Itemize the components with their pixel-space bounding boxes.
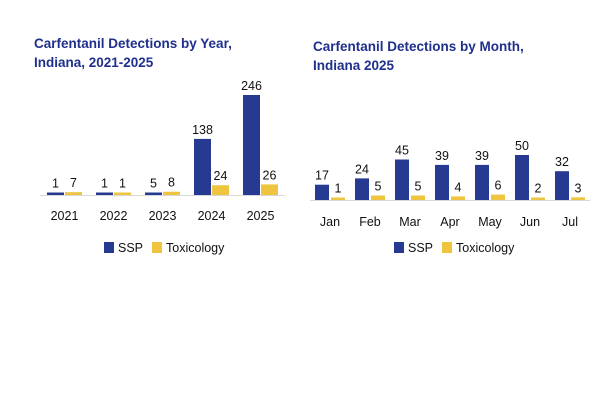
bar-ssp [355, 178, 369, 200]
bar-ssp [555, 171, 569, 200]
data-label: 1 [119, 177, 126, 191]
bar-toxicology [65, 192, 82, 195]
bar-ssp [515, 155, 529, 200]
data-label: 24 [214, 169, 228, 183]
data-label: 26 [263, 168, 277, 182]
data-label: 24 [355, 162, 369, 176]
chart-title-line: Carfentanil Detections by Year, [34, 36, 232, 51]
data-label: 2 [535, 182, 542, 196]
data-label: 32 [555, 155, 569, 169]
chart-title-line: Carfentanil Detections by Month, [313, 39, 524, 54]
x-tick-label: 2025 [247, 209, 275, 223]
bar-ssp [315, 184, 329, 200]
x-tick-label: 2024 [198, 209, 226, 223]
chart-title-line: Indiana 2025 [313, 58, 395, 73]
bar-toxicology [531, 197, 545, 200]
legend-swatch-toxicology [152, 242, 163, 253]
legend-label: SSP [118, 241, 143, 255]
x-tick-label: Jun [520, 215, 540, 229]
legend-label: Toxicology [456, 241, 515, 255]
data-label: 246 [241, 79, 262, 93]
bar-toxicology [411, 195, 425, 200]
x-tick-label: Apr [440, 215, 459, 229]
x-tick-label: Mar [399, 215, 421, 229]
chart-title-line: Indiana, 2021-2025 [34, 55, 154, 70]
bar-ssp [243, 95, 260, 195]
data-label: 45 [395, 144, 409, 158]
data-label: 39 [475, 149, 489, 163]
chart-title-by-year: Carfentanil Detections by Year, Indiana,… [34, 34, 274, 72]
data-label: 17 [315, 169, 329, 183]
data-label: 5 [375, 180, 382, 194]
bar-toxicology [331, 197, 345, 200]
bar-toxicology [371, 195, 385, 200]
legend-label: SSP [408, 241, 433, 255]
bar-toxicology [261, 184, 278, 195]
legend-swatch-ssp [104, 242, 114, 253]
bar-toxicology [114, 192, 131, 195]
data-label: 1 [335, 182, 342, 196]
bar-ssp [194, 138, 211, 195]
data-label: 5 [150, 177, 157, 191]
bar-ssp [96, 192, 113, 195]
bar-ssp [475, 164, 489, 200]
data-label: 50 [515, 139, 529, 153]
data-label: 1 [101, 177, 108, 191]
data-label: 7 [70, 176, 77, 190]
bar-toxicology [571, 197, 585, 200]
data-label: 3 [575, 181, 582, 195]
data-label: 138 [192, 123, 213, 137]
x-tick-label: 2021 [51, 209, 79, 223]
x-tick-label: Jul [562, 215, 578, 229]
bar-toxicology [451, 196, 465, 200]
x-tick-label: Feb [359, 215, 381, 229]
x-tick-label: May [478, 215, 502, 229]
data-label: 6 [495, 179, 502, 193]
x-tick-label: 2022 [100, 209, 128, 223]
bar-ssp [145, 192, 162, 195]
data-label: 1 [52, 177, 59, 191]
bar-ssp [395, 159, 409, 200]
data-label: 39 [435, 149, 449, 163]
x-tick-label: 2023 [149, 209, 177, 223]
legend-label: Toxicology [166, 241, 225, 255]
chart-title-by-month: Carfentanil Detections by Month, Indiana… [313, 37, 573, 75]
legend-swatch-ssp [394, 242, 404, 253]
bar-toxicology [212, 185, 229, 195]
x-tick-label: Jan [320, 215, 340, 229]
bar-toxicology [491, 194, 505, 200]
data-label: 8 [168, 176, 175, 190]
bar-toxicology [163, 191, 180, 195]
legend-swatch-toxicology [442, 242, 453, 253]
bar-ssp [47, 192, 64, 195]
data-label: 4 [455, 180, 462, 194]
bar-ssp [435, 164, 449, 200]
data-label: 5 [415, 180, 422, 194]
